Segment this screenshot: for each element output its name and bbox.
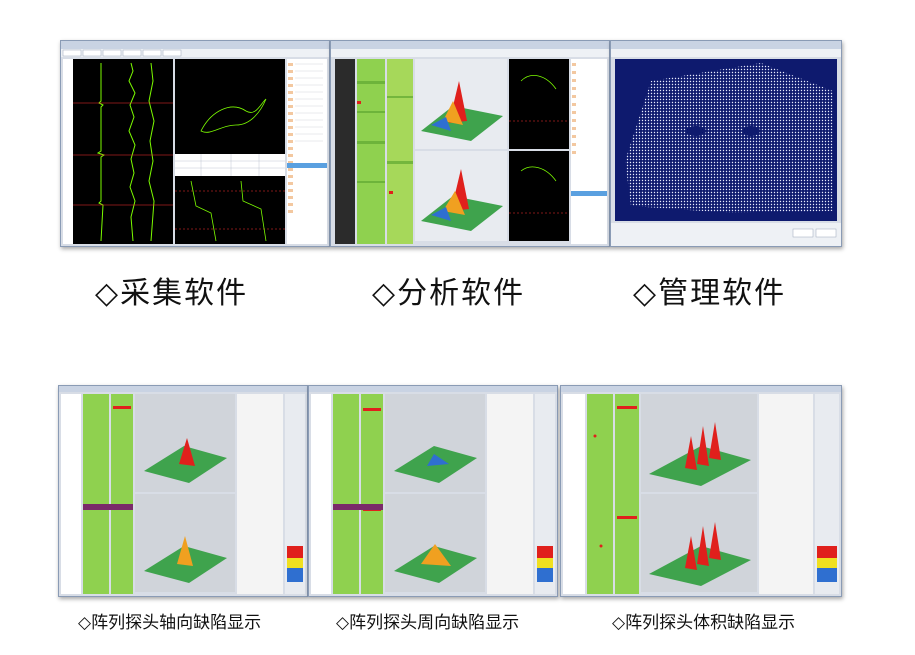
circumferential-defect-screenshot	[308, 385, 558, 597]
acquisition-software-screenshot	[60, 40, 330, 247]
axial-defect-view	[59, 386, 307, 594]
acquisition-software-label: ◇采集软件	[95, 276, 249, 311]
axial-defect-screenshot	[58, 385, 308, 597]
surface-plot-upper	[421, 81, 503, 141]
circumferential-defect-view	[309, 386, 557, 594]
management-software-view	[611, 41, 841, 246]
analysis-software-view	[331, 41, 609, 244]
management-software-label: ◇管理软件	[633, 276, 787, 311]
analysis-software-screenshot	[330, 40, 610, 247]
surface-plot-lower	[421, 169, 503, 231]
analysis-software-label: ◇分析软件	[372, 276, 526, 311]
management-software-screenshot	[610, 40, 842, 247]
volumetric-defect-view	[561, 386, 841, 594]
volumetric-defect-label: ◇阵列探头体积缺陷显示	[612, 613, 796, 633]
circumferential-defect-label: ◇阵列探头周向缺陷显示	[336, 613, 520, 633]
axial-defect-label: ◇阵列探头轴向缺陷显示	[78, 613, 262, 633]
tubesheet-map	[625, 63, 833, 213]
volumetric-defect-screenshot	[560, 385, 842, 597]
acquisition-software-view	[61, 41, 329, 244]
